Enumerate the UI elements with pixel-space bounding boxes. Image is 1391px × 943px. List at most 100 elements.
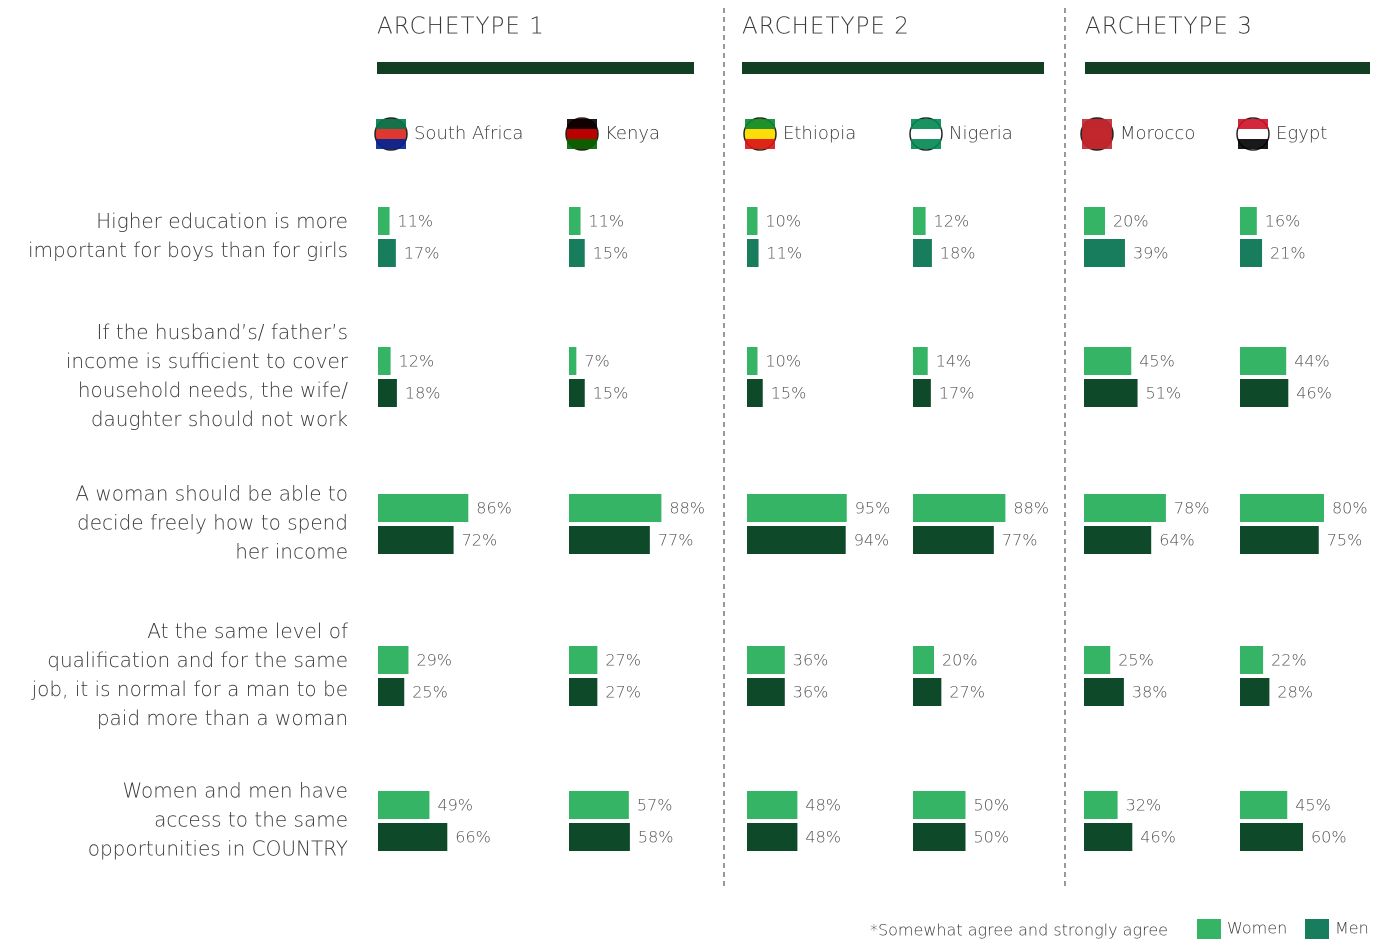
value-label: 48% (805, 828, 841, 847)
value-label: 12% (399, 352, 435, 371)
legend-swatch (1197, 919, 1221, 939)
statement-label: paid more than a woman (97, 706, 348, 730)
bar (569, 239, 585, 267)
bar (1240, 347, 1287, 375)
statement-label: access to the same (154, 808, 348, 832)
bar (913, 239, 932, 267)
bar (1084, 494, 1166, 522)
bar (913, 526, 994, 554)
value-label: 88% (669, 499, 705, 518)
value-label: 20% (1113, 212, 1149, 231)
bar (1084, 379, 1138, 407)
value-label: 22% (1271, 651, 1307, 670)
bar (569, 347, 577, 375)
bar (747, 646, 785, 674)
bar (378, 791, 430, 819)
bar (1240, 823, 1303, 851)
value-label: 27% (605, 683, 641, 702)
value-label: 11% (398, 212, 434, 231)
country-name: Ethiopia (783, 123, 856, 144)
value-label: 20% (942, 651, 978, 670)
value-label: 36% (793, 683, 829, 702)
statement-label: her income (235, 540, 348, 564)
bar (569, 678, 598, 706)
bar (378, 379, 397, 407)
value-label: 95% (855, 499, 891, 518)
archetype-title: ARCHETYPE 3 (1085, 14, 1253, 40)
value-label: 58% (638, 828, 674, 847)
statement-label: income is sufficient to cover (66, 349, 349, 373)
value-label: 29% (416, 651, 452, 670)
value-label: 60% (1311, 828, 1347, 847)
statement-label: job, it is normal for a man to be (31, 677, 348, 701)
bar (913, 207, 926, 235)
bar (569, 646, 598, 674)
bar (378, 239, 396, 267)
value-label: 39% (1133, 244, 1169, 263)
value-label: 15% (593, 244, 629, 263)
bar (1240, 239, 1263, 267)
value-label: 86% (476, 499, 512, 518)
value-label: 12% (934, 212, 970, 231)
flag (911, 119, 941, 129)
bar (569, 207, 581, 235)
bar (1084, 678, 1124, 706)
value-label: 38% (1132, 683, 1168, 702)
legend-swatch (1305, 919, 1329, 939)
archetype-bar (1085, 62, 1370, 74)
bar (1240, 678, 1270, 706)
value-label: 51% (1146, 384, 1182, 403)
value-label: 45% (1139, 352, 1175, 371)
archetype-title: ARCHETYPE 1 (377, 14, 545, 40)
statement-label: At the same level of (147, 619, 348, 643)
bar (1240, 526, 1319, 554)
flag (1082, 139, 1112, 149)
bar (1240, 791, 1288, 819)
statement-label: Higher education is more (96, 209, 348, 233)
value-label: 80% (1332, 499, 1368, 518)
value-label: 49% (437, 796, 473, 815)
flag (567, 119, 597, 129)
value-label: 25% (412, 683, 448, 702)
value-label: 50% (974, 796, 1010, 815)
statement-label: qualification and for the same (47, 648, 348, 672)
bar (1084, 646, 1111, 674)
bar (1084, 347, 1132, 375)
bar (378, 494, 469, 522)
value-label: 45% (1295, 796, 1331, 815)
archetype-bar (377, 62, 694, 74)
value-label: 64% (1159, 531, 1195, 550)
value-label: 10% (766, 212, 802, 231)
flag (376, 119, 406, 129)
bar (378, 526, 454, 554)
bar (569, 823, 630, 851)
bar (1084, 526, 1152, 554)
statement-label: A woman should be able to (75, 482, 348, 506)
legend-label: Men (1335, 919, 1369, 938)
value-label: 17% (939, 384, 975, 403)
value-label: 46% (1296, 384, 1332, 403)
bar (747, 239, 759, 267)
country-name: Egypt (1276, 123, 1327, 144)
value-label: 27% (949, 683, 985, 702)
bar (378, 347, 391, 375)
value-label: 48% (805, 796, 841, 815)
country-name: Morocco (1120, 123, 1195, 144)
value-label: 11% (589, 212, 625, 231)
bar (569, 379, 585, 407)
value-label: 15% (593, 384, 629, 403)
value-label: 21% (1270, 244, 1306, 263)
bar (747, 526, 846, 554)
value-label: 57% (637, 796, 673, 815)
statement-label: opportunities in COUNTRY (88, 837, 348, 861)
value-label: 32% (1126, 796, 1162, 815)
country-name: Nigeria (949, 123, 1013, 144)
bar (569, 791, 629, 819)
bar (913, 347, 928, 375)
bar (1084, 207, 1105, 235)
bar (913, 823, 966, 851)
value-label: 75% (1327, 531, 1363, 550)
bar (1084, 791, 1118, 819)
value-label: 28% (1277, 683, 1313, 702)
country-name: South Africa (414, 123, 523, 144)
